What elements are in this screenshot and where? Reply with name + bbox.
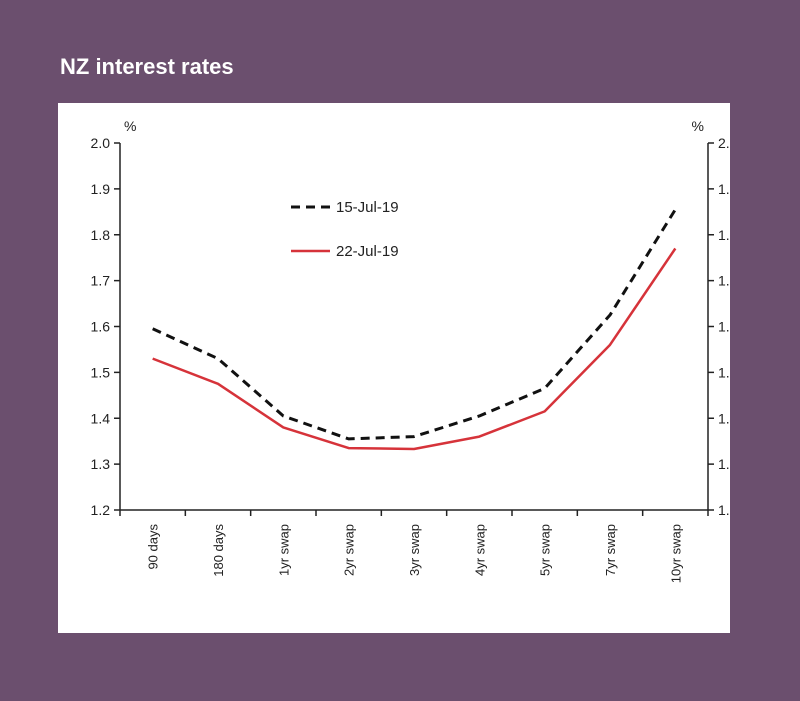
y-tick-label-left: 1.7 [91, 273, 111, 289]
x-category-label: 2yr swap [342, 524, 357, 576]
x-category-label: 5yr swap [538, 524, 553, 576]
x-category-label: 1yr swap [276, 524, 291, 576]
x-category-label: 3yr swap [407, 524, 422, 576]
legend-label-2: 22-Jul-19 [336, 243, 399, 260]
y-tick-label-right: 1.6 [718, 319, 730, 335]
y-tick-label-left: 1.6 [91, 319, 111, 335]
y-tick-label-left: 1.5 [91, 364, 111, 380]
y-tick-label-right: 1.2 [718, 502, 730, 518]
y-tick-label-left: 1.3 [91, 456, 111, 472]
line-chart: 1.2 1.2 1.3 1.3 1.4 1.4 1.5 1.5 1.6 1.6 1.7 1.7 1.8 1… [91, 118, 730, 583]
y-tick-label-right: 1.3 [718, 456, 730, 472]
x-category-label: 4yr swap [472, 524, 487, 576]
y-tick-label-left: 1.8 [91, 227, 111, 243]
y-tick-label-right: 1.8 [718, 227, 730, 243]
x-category-label: 90 days [146, 524, 161, 570]
chart-panel: 1.2 1.2 1.3 1.3 1.4 1.4 1.5 1.5 1.6 1.6 1.7 1.7 1.8 1… [58, 103, 730, 633]
y-tick-label-right: 1.4 [718, 410, 730, 426]
legend-label-1: 15-Jul-19 [336, 199, 399, 216]
series-line-2 [152, 247, 677, 451]
y-tick-label-left: 1.2 [91, 502, 111, 518]
x-category-label: 10yr swap [668, 524, 683, 583]
series-line-1 [152, 208, 677, 441]
y-unit-left: % [124, 118, 136, 134]
chart-title: NZ interest rates [60, 54, 234, 79]
y-tick-label-right: 2.0 [718, 135, 730, 151]
x-category-label: 180 days [211, 524, 226, 577]
y-tick-label-left: 2.0 [91, 135, 111, 151]
y-tick-label-left: 1.4 [91, 410, 111, 426]
y-tick-label-left: 1.9 [91, 181, 111, 197]
y-tick-label-right: 1.5 [718, 364, 730, 380]
y-tick-label-right: 1.7 [718, 273, 730, 289]
x-category-label: 7yr swap [603, 524, 618, 576]
y-tick-label-right: 1.9 [718, 181, 730, 197]
y-unit-right: % [692, 118, 704, 134]
